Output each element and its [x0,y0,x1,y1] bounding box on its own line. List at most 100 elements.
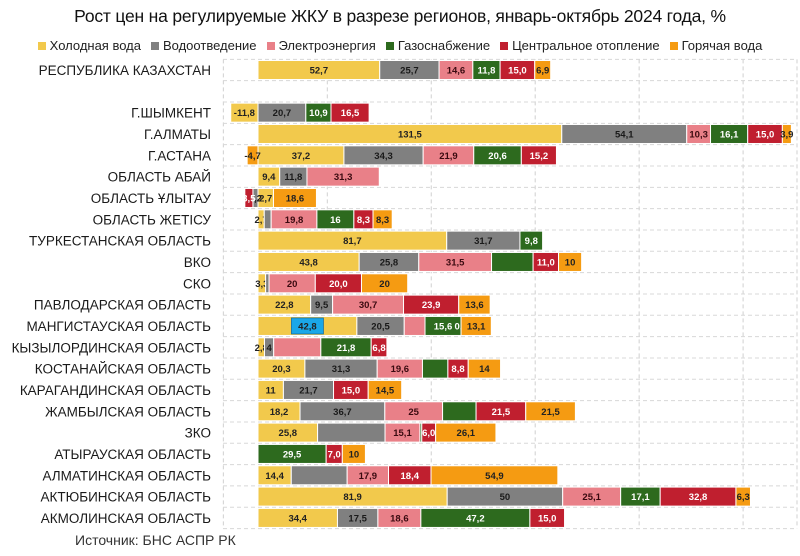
bar-heating [370,337,388,358]
data-label: 19,6 [391,364,410,375]
data-label: 21,5 [541,407,560,418]
category-label: ОБЛАСТЬ ЖЕТІСУ [93,212,212,227]
data-label: 22,8 [275,300,294,311]
category-label: ОБЛАСТЬ ҰЛЫТАУ [91,191,212,206]
data-label: 3,3 [255,279,268,290]
chart-title: Рост цен на регулируемые ЖКУ в разрезе р… [74,6,726,26]
data-label: 8,8 [451,364,464,375]
data-label: 50 [500,492,511,503]
data-label: 20,0 [329,279,348,290]
bar-hot_water [525,401,576,422]
data-label: 25,8 [279,428,298,439]
data-label: 14,6 [447,66,466,77]
legend-label: Центральное отопление [512,38,660,53]
data-label: 2,8 [255,343,268,354]
data-label: 20,7 [273,108,292,119]
category-label: КАРАГАНДИНСКАЯ ОБЛАСТЬ [20,383,211,398]
data-label: 16 [330,215,341,226]
legend-swatch [37,41,46,50]
bar-hot_water [246,145,259,166]
bar-hot_water [534,60,552,80]
data-label: 18,6 [390,513,409,524]
bar-heating [529,507,566,528]
highlighted-label-box [291,317,324,335]
category-label: ВКО [184,255,211,270]
category-label: АКТЮБИНСКАЯ ОБЛАСТЬ [40,490,211,505]
data-label: 1,2 [249,193,262,204]
data-label: 7,0 [328,449,341,460]
data-label: 16,5 [341,108,360,119]
data-label: 6,9 [536,66,549,77]
bar-heating [520,145,557,166]
data-label: 10,3 [689,129,708,140]
category-label: ПАВЛОДАРСКАЯ ОБЛАСТЬ [34,298,211,313]
legend-swatch [385,41,394,50]
data-label: 21,7 [299,385,318,396]
legend-item-wastewater: Водоотведение [150,38,257,53]
data-label: 8,3 [376,215,389,226]
data-label: 81,7 [343,236,362,247]
data-label: 15,0 [756,129,775,140]
data-label: 18,2 [270,407,289,418]
legend-swatch [150,41,159,50]
source-note: Источник: БНС АСПР РК [75,532,236,548]
data-label: 30,7 [359,300,378,311]
data-label: 31,3 [334,172,353,183]
data-label: 31,7 [474,236,493,247]
data-label: 8,3 [357,215,370,226]
data-label: 15,0 [508,66,527,77]
bar-heating [330,102,370,123]
data-label: 29,5 [283,449,302,460]
data-label: 20 [379,279,390,290]
data-label: 37,2 [292,151,311,162]
legend-label: Водоотведение [162,38,257,53]
category-label: КЫЗЫЛОРДИНСКАЯ ОБЛАСТЬ [12,340,212,355]
bar-gas [442,401,477,422]
data-label: 9,8 [525,236,538,247]
data-label: 19,8 [285,215,304,226]
data-label: 17,1 [631,492,650,503]
bar-hot_water [467,358,502,379]
bar-hot_water [367,379,403,400]
data-label: 9,4 [262,172,276,183]
data-label: 54,9 [485,471,504,482]
bar-wastewater [265,273,270,294]
data-label: 13,6 [465,300,484,311]
bar-hot_water [781,123,792,144]
legend-label: Холодная вода [49,38,141,53]
data-label: -11,8 [234,108,255,119]
bar-gas [519,230,544,251]
category-label: Г.АЛМАТЫ [144,127,211,142]
bar-wastewater [263,209,272,230]
data-label: 16,1 [720,129,739,140]
data-label: 15,6 [434,321,453,332]
data-label: 3,5 [242,193,256,204]
data-label: 36,7 [333,407,352,418]
legend-item-hot_water: Горячая вода [669,38,763,53]
data-label: 10,9 [309,108,328,119]
data-label: 34,4 [288,513,307,524]
data-label: 11,8 [284,172,302,183]
category-label: ЗКО [185,426,211,441]
data-label: 31,3 [332,364,351,375]
legend-label: Горячая вода [681,38,763,53]
data-label: 34,3 [374,151,393,162]
category-label: ТУРКЕСТАНСКАЯ ОБЛАСТЬ [29,234,211,249]
data-label: 14,4 [265,471,284,482]
data-label: 131,5 [398,129,422,140]
data-label: 10 [349,449,360,460]
data-label: 31,5 [446,257,465,268]
data-label: 25 [408,407,419,418]
data-label: 14 [479,364,490,375]
bar-hot_water [430,465,559,486]
bar-hot_water [341,443,366,464]
category-label: РЕСПУБЛИКА КАЗАХСТАН [39,63,211,78]
legend-item-gas: Газоснабжение [385,38,491,53]
data-label: 11,0 [537,257,555,268]
data-label: 81,9 [343,492,362,503]
bar-hot_water [558,251,583,272]
category-label: Г.ШЫМКЕНТ [131,106,211,121]
legend-item-heating: Центральное отопление [500,38,660,53]
legend-label: Газоснабжение [397,38,491,53]
data-label: 9,5 [315,300,329,311]
